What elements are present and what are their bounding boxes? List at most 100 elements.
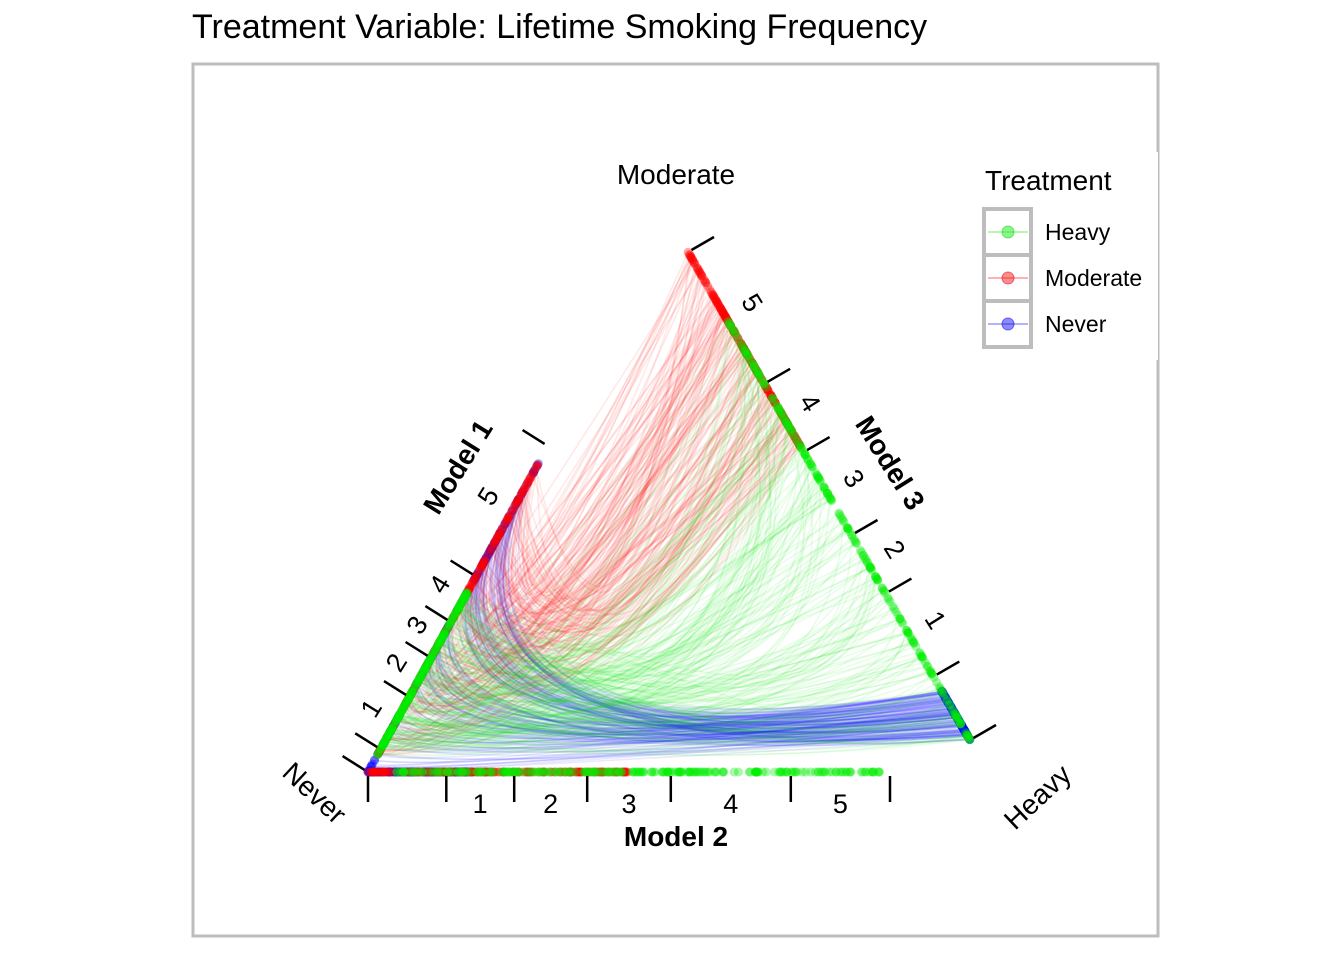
connection-line-heavy [435, 648, 943, 725]
connection-line-never [372, 714, 956, 766]
data-point-never [368, 767, 378, 777]
connection-line-heavy [417, 466, 813, 704]
connection-line-never [493, 501, 945, 714]
tick-label-model-2: 5 [833, 789, 848, 819]
data-point-heavy [956, 719, 966, 729]
data-point-heavy [657, 767, 667, 777]
data-point-never [430, 646, 440, 656]
data-point-moderate [498, 522, 508, 532]
connection-line-moderate [420, 351, 747, 695]
connection-line-heavy [419, 355, 749, 696]
data-point-never [952, 713, 962, 722]
connection-line-heavy [396, 430, 792, 728]
data-point-never [952, 713, 962, 723]
data-point-moderate [554, 767, 564, 777]
connection-line-heavy [454, 364, 754, 659]
data-point-never [367, 759, 377, 769]
connection-line-heavy [459, 535, 853, 676]
connection-line-heavy [401, 345, 761, 719]
data-point-never [954, 716, 964, 726]
connection-line-never [370, 712, 955, 768]
data-point-never [425, 767, 435, 777]
data-point-never [952, 713, 962, 723]
data-point-never [957, 721, 967, 731]
data-point-heavy [769, 395, 779, 405]
data-point-moderate [478, 559, 488, 569]
data-point-heavy [381, 735, 390, 745]
data-point-moderate [435, 767, 445, 777]
data-point-heavy [426, 653, 436, 663]
data-point-heavy [392, 715, 402, 725]
data-point-moderate [732, 332, 742, 342]
connection-line-heavy [460, 603, 968, 743]
data-point-never [952, 712, 962, 722]
connection-line-heavy [398, 645, 917, 734]
data-point-heavy [753, 767, 763, 777]
data-point-never [950, 709, 960, 718]
data-point-never [485, 546, 495, 556]
data-point-heavy [786, 424, 795, 434]
data-point-moderate [498, 767, 508, 777]
data-point-moderate [387, 767, 397, 777]
connection-line-moderate [393, 263, 696, 731]
data-point-never [374, 747, 384, 757]
data-point-moderate [571, 767, 581, 777]
data-point-heavy [879, 586, 889, 596]
data-point-heavy [915, 649, 925, 659]
connection-line-moderate [525, 342, 742, 597]
connection-line-heavy [401, 412, 782, 721]
data-point-never [406, 767, 416, 777]
data-point-never [526, 471, 536, 481]
connection-line-moderate [436, 320, 729, 675]
data-point-heavy [755, 371, 764, 381]
data-point-heavy [895, 614, 905, 623]
connection-line-heavy [451, 619, 947, 724]
data-point-heavy [837, 514, 847, 524]
data-point-heavy [381, 734, 391, 744]
data-point-moderate [486, 544, 496, 554]
data-point-moderate [464, 584, 474, 594]
data-point-moderate [422, 660, 432, 670]
data-point-never [479, 557, 489, 567]
data-point-moderate [378, 767, 388, 777]
data-point-heavy [415, 767, 425, 777]
data-point-moderate [447, 767, 457, 777]
connection-line-never [463, 593, 965, 739]
data-point-never [440, 627, 450, 637]
data-point-heavy [400, 701, 410, 710]
data-point-moderate [739, 344, 749, 354]
data-point-heavy [831, 767, 841, 777]
connection-line-moderate [493, 369, 757, 627]
data-point-heavy [744, 767, 754, 777]
connection-line-moderate [408, 328, 734, 707]
connection-line-heavy [441, 632, 909, 705]
connection-line-moderate [469, 342, 742, 644]
connection-line-heavy [399, 651, 920, 735]
data-point-never [466, 767, 476, 777]
data-point-never [457, 767, 467, 777]
data-point-moderate [750, 364, 760, 373]
connection-line-heavy [417, 353, 748, 699]
data-point-moderate [427, 767, 437, 777]
data-point-heavy [417, 767, 427, 777]
data-point-never [374, 767, 384, 777]
connection-line-heavy [459, 486, 825, 668]
connection-line-heavy [391, 488, 826, 736]
data-point-moderate [786, 425, 796, 435]
data-point-moderate [379, 767, 389, 777]
connection-line-moderate [379, 397, 774, 754]
connection-line-heavy [389, 716, 958, 751]
data-point-moderate [718, 308, 728, 318]
data-point-moderate [785, 424, 795, 434]
data-point-never [404, 767, 414, 777]
data-point-moderate [398, 767, 408, 777]
data-point-never [947, 704, 957, 714]
data-point-moderate [487, 543, 497, 553]
connection-line-never [444, 631, 954, 731]
connection-line-moderate [464, 361, 753, 650]
data-point-never [409, 767, 419, 777]
data-point-never [410, 767, 420, 777]
data-point-moderate [455, 601, 465, 611]
connection-line-heavy [396, 719, 970, 753]
data-point-moderate [747, 358, 757, 368]
